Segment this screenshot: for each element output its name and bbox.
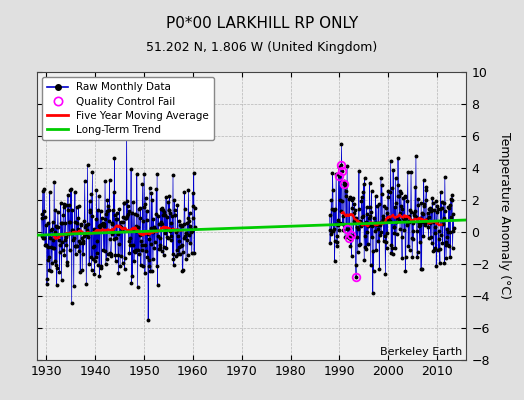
Y-axis label: Temperature Anomaly (°C): Temperature Anomaly (°C) bbox=[498, 132, 510, 300]
Text: P0*00 LARKHILL RP ONLY: P0*00 LARKHILL RP ONLY bbox=[166, 16, 358, 32]
Text: 51.202 N, 1.806 W (United Kingdom): 51.202 N, 1.806 W (United Kingdom) bbox=[146, 42, 378, 54]
Text: Berkeley Earth: Berkeley Earth bbox=[380, 347, 462, 357]
Legend: Raw Monthly Data, Quality Control Fail, Five Year Moving Average, Long-Term Tren: Raw Monthly Data, Quality Control Fail, … bbox=[42, 77, 214, 140]
